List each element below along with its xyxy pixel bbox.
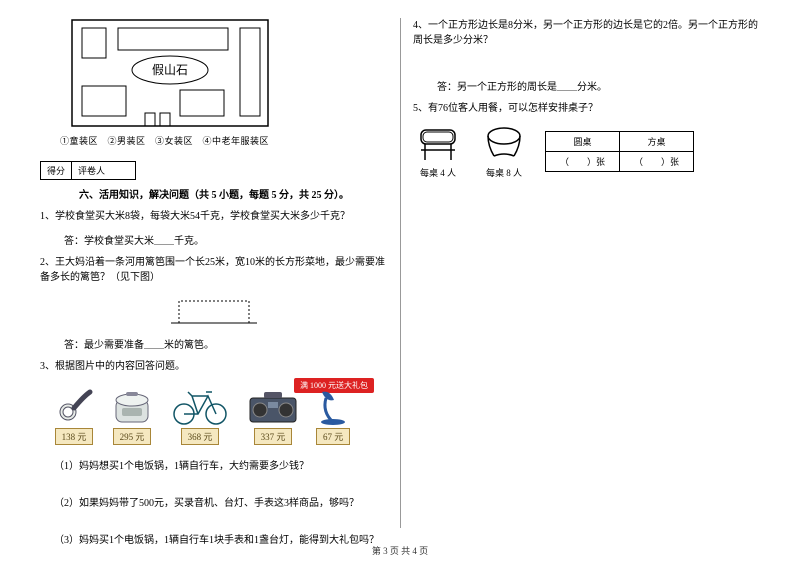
question-3-2: （2）如果妈妈带了500元，买录音机、台灯、手表这3样商品，够吗？ [54, 494, 388, 509]
square-table-label: 每桌 4 人 [413, 166, 463, 179]
price-watch: 138 元 [55, 428, 94, 445]
price-cooker: 295 元 [113, 428, 152, 445]
watch-icon [54, 388, 94, 426]
fence-diagram [169, 293, 259, 330]
round-table: 每桌 8 人 [479, 124, 529, 179]
question-5: 5、有76位客人用餐，可以怎样安排桌子？ [413, 101, 760, 116]
price-radio: 337 元 [254, 428, 293, 445]
section-6-title: 六、活用知识，解决问题（共 5 小题，每题 5 分，共 25 分）。 [40, 186, 388, 201]
bike-icon [170, 384, 230, 426]
answer-1: 答：学校食堂买大米＿＿千克。 [64, 232, 388, 247]
tables-diagram: 每桌 4 人 每桌 8 人 圆桌 方桌 （ ）张 （ ）张 [413, 124, 760, 179]
round-table-label: 每桌 8 人 [479, 166, 529, 179]
question-3-1: （1）妈妈想买1个电饭锅，1辆自行车，大约需要多少钱？ [54, 457, 388, 472]
square-table: 每桌 4 人 [413, 124, 463, 179]
grid-header-square: 方桌 [620, 132, 694, 152]
grid-cell-square: （ ）张 [620, 152, 694, 172]
question-4: 4、一个正方形边长是8分米，另一个正方形的边长是它的2倍。另一个正方形的周长是多… [413, 18, 760, 48]
grid-header-round: 圆桌 [546, 132, 620, 152]
product-bike: 368 元 [170, 384, 230, 445]
rockery-label: 假山石 [152, 63, 188, 77]
score-label: 得分 [41, 162, 72, 179]
score-box: 得分 评卷人 [40, 161, 136, 180]
page-footer: 第 3 页 共 4 页 [0, 544, 800, 557]
reviewer-label: 评卷人 [72, 162, 111, 179]
question-3: 3、根据图片中的内容回答问题。 [40, 359, 388, 374]
product-watch: 138 元 [54, 388, 94, 445]
grid-cell-round: （ ）张 [546, 152, 620, 172]
answer-4: 答：另一个正方形的周长是＿＿分米。 [437, 78, 760, 93]
square-table-icon [413, 124, 463, 164]
price-lamp: 67 元 [316, 428, 350, 445]
lamp-icon [316, 386, 350, 426]
product-lamp: 67 元 [316, 386, 350, 445]
product-radio: 337 元 [246, 388, 300, 445]
price-bike: 368 元 [181, 428, 220, 445]
arrangement-table: 圆桌 方桌 （ ）张 （ ）张 [545, 131, 694, 172]
question-2: 2、王大妈沿着一条河用篱笆围一个长25米，宽10米的长方形菜地，最少需要准备多长… [40, 255, 388, 285]
answer-2: 答：最少需要准备＿＿米的篱笆。 [64, 336, 388, 351]
question-1: 1、学校食堂买大米8袋，每袋大米54千克，学校食堂买大米多少千克？ [40, 209, 388, 224]
products-row: 满 1000 元送大礼包 138 元 295 元 [54, 384, 388, 445]
zone-legend: ①童装区 ②男装区 ③女装区 ④中老年服装区 [60, 134, 388, 147]
floorplan-diagram: 假山石 [70, 18, 388, 128]
cooker-icon [110, 386, 154, 426]
round-table-icon [479, 124, 529, 164]
product-cooker: 295 元 [110, 386, 154, 445]
radio-icon [246, 388, 300, 426]
